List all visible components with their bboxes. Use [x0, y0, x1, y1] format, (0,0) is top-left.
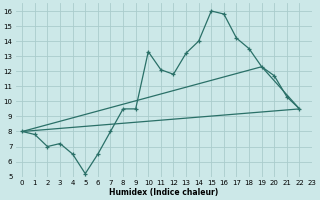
X-axis label: Humidex (Indice chaleur): Humidex (Indice chaleur) [109, 188, 219, 197]
